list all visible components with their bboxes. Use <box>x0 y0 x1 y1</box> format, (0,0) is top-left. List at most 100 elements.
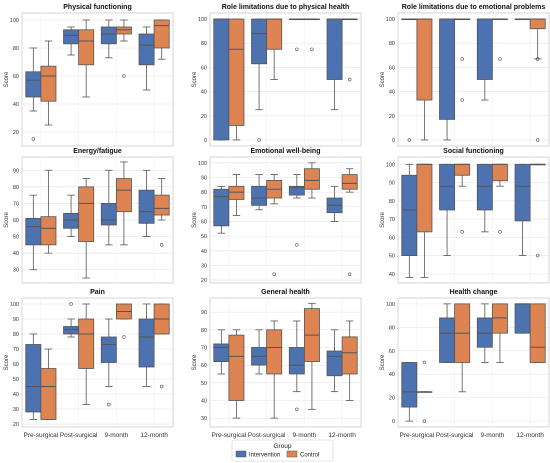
box-intervention <box>514 163 531 257</box>
y-tick-label: 20 <box>13 130 19 136</box>
outlier-point <box>69 302 73 306</box>
y-tick-label: 80 <box>389 325 395 331</box>
y-tick-label: 60 <box>13 74 19 80</box>
y-tick-label: 100 <box>386 162 395 168</box>
y-tick-label: 30 <box>201 416 207 422</box>
x-tick-label: 12-month <box>328 432 356 439</box>
panel-5: Social functioning 40 50 60 70 80 90 100 Score <box>380 148 550 284</box>
y-tick-label: 30 <box>13 407 19 413</box>
outlier-point <box>295 407 299 412</box>
box-body <box>228 18 245 126</box>
y-tick-label: 40 <box>13 102 19 108</box>
outlier-point <box>460 57 464 61</box>
box-control <box>153 19 170 60</box>
panel-title: Energy/fatigue <box>73 148 122 155</box>
y-tick-label: 30 <box>13 268 19 274</box>
y-tick-label: 80 <box>389 199 395 205</box>
y-tick-label: 50 <box>201 381 207 387</box>
box-control <box>454 163 471 234</box>
box-control <box>153 303 170 389</box>
panel-title: Social functioning <box>443 148 504 155</box>
box-control <box>40 169 57 254</box>
y-tick-label: 60 <box>201 363 207 369</box>
box-body <box>100 336 117 363</box>
y-axis-label: Score <box>4 212 10 228</box>
y-tick-label: 80 <box>13 185 19 191</box>
panel-title: Emotional well-being <box>250 148 320 155</box>
box-control <box>529 163 546 258</box>
box-control <box>341 18 358 82</box>
panel-title: Pain <box>90 289 105 296</box>
box-body <box>491 303 508 334</box>
box-control <box>416 360 433 423</box>
box-intervention <box>401 163 418 278</box>
outlier-point <box>159 243 164 247</box>
outlier-point <box>31 137 36 141</box>
box-intervention <box>514 18 531 21</box>
box-intervention <box>25 47 42 141</box>
box-body <box>25 217 42 246</box>
box-intervention <box>213 185 230 234</box>
y-tick-label: 60 <box>201 219 207 225</box>
outlier-point <box>498 230 502 234</box>
box-control <box>266 174 283 276</box>
y-tick-label: 40 <box>201 90 207 96</box>
box-control <box>416 18 433 141</box>
box-body <box>251 18 268 65</box>
y-tick-label: 80 <box>201 328 207 334</box>
box-control <box>341 320 358 401</box>
box-intervention <box>288 174 305 247</box>
outlier-point <box>407 138 412 142</box>
panel-title: General health <box>261 289 310 296</box>
box-body <box>213 188 230 227</box>
box-control <box>78 178 95 279</box>
box-intervention <box>138 169 155 237</box>
outlier-point <box>310 47 314 51</box>
legend-title: Group <box>273 443 291 450</box>
y-tick-label: 80 <box>201 190 207 196</box>
outlier-point <box>535 57 540 61</box>
box-body <box>476 18 493 80</box>
y-tick-label: 20 <box>389 396 395 402</box>
box-control <box>266 320 283 419</box>
box-intervention <box>326 18 343 111</box>
box-control <box>228 329 245 419</box>
outlier-point <box>122 74 126 78</box>
y-tick-label: 90 <box>201 176 207 182</box>
box-body <box>303 168 320 190</box>
y-tick-label: 70 <box>389 217 395 223</box>
box-control <box>529 18 546 142</box>
outlier-point <box>295 243 299 247</box>
y-tick-label: 90 <box>201 310 207 316</box>
panel-4: Emotional well-being 20 30 40 50 60 70 80 90 100 S… <box>192 148 362 284</box>
y-tick-label: 30 <box>201 263 207 269</box>
box-intervention <box>100 169 117 246</box>
y-tick-label: 60 <box>13 362 19 368</box>
box-body <box>213 18 230 141</box>
y-tick-label: 50 <box>13 235 19 241</box>
box-control <box>78 19 95 98</box>
x-tick-label: Post-surgical <box>436 432 474 439</box>
legend: Group Intervention Control <box>231 439 334 462</box>
box-control <box>491 163 508 234</box>
y-tick-label: 0 <box>392 138 395 144</box>
box-body <box>251 185 268 206</box>
box-body <box>213 343 230 363</box>
box-body <box>326 350 343 377</box>
box-intervention <box>138 26 155 91</box>
y-tick-label: 20 <box>201 114 207 120</box>
x-tick-label: Post-surgical <box>60 432 98 439</box>
box-intervention <box>326 185 343 222</box>
box-body <box>153 19 170 49</box>
y-tick-label: 40 <box>389 372 395 378</box>
box-intervention <box>138 303 155 387</box>
panel-title: Health change <box>450 289 498 296</box>
box-body <box>439 163 456 211</box>
box-body <box>288 185 305 196</box>
box-body <box>78 186 95 242</box>
y-tick-label: 50 <box>13 377 19 383</box>
x-tick-label: Post-surgical <box>248 432 286 439</box>
box-intervention <box>476 163 493 233</box>
box-body <box>138 318 155 368</box>
y-tick-label: 0 <box>204 138 207 144</box>
